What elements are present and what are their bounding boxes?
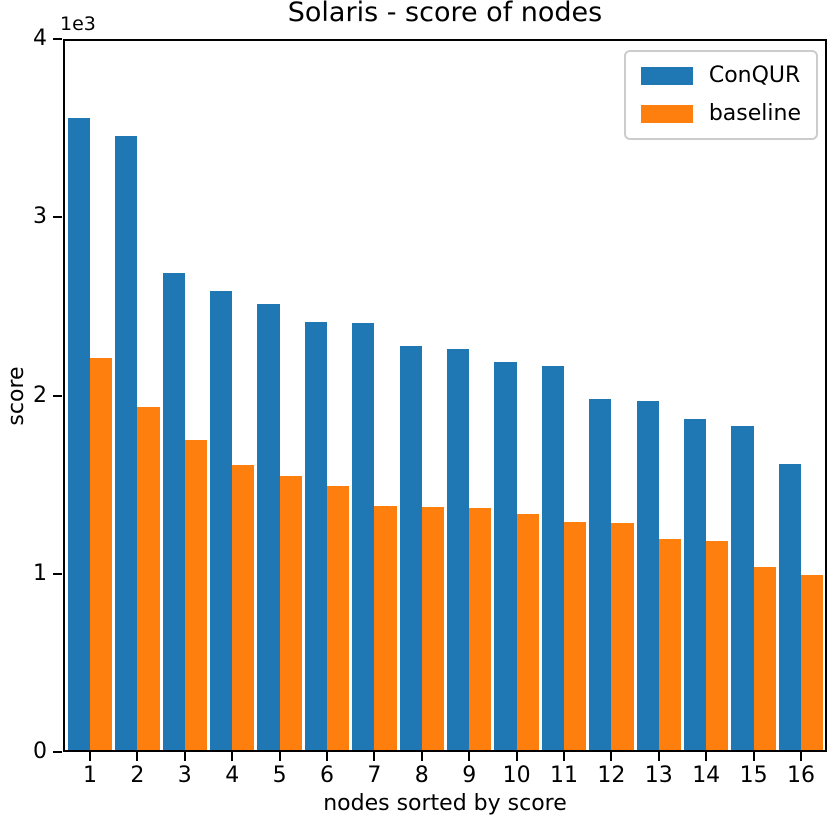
- legend-entry-baseline: baseline: [640, 101, 801, 127]
- bar-conqur-3: [162, 272, 185, 752]
- bar-baseline-14: [706, 540, 729, 752]
- x-tick-label-16: 16: [787, 763, 815, 788]
- bar-baseline-3: [184, 440, 207, 752]
- bar-conqur-1: [67, 118, 90, 752]
- x-tick-label-13: 13: [644, 763, 673, 788]
- x-tick-label-1: 1: [83, 763, 97, 788]
- x-tick-7: [373, 752, 376, 761]
- legend-swatch-conqur: [640, 67, 693, 85]
- bar-conqur-2: [115, 136, 138, 752]
- bar-conqur-4: [210, 291, 233, 752]
- bar-baseline-15: [753, 566, 776, 752]
- x-tick-12: [610, 752, 613, 761]
- x-tick-3: [183, 752, 186, 761]
- x-tick-2: [136, 752, 139, 761]
- y-tick-4: [53, 38, 62, 40]
- y-tick-1: [53, 572, 62, 575]
- x-tick-16: [800, 752, 802, 761]
- x-tick-label-9: 9: [462, 763, 477, 788]
- bar-conqur-5: [257, 303, 280, 752]
- bar-baseline-10: [516, 514, 539, 752]
- bar-conqur-6: [304, 322, 327, 752]
- bar-conqur-14: [684, 418, 707, 752]
- x-tick-label-3: 3: [177, 763, 192, 788]
- y-tick-label-3: 3: [33, 204, 47, 230]
- x-tick-11: [563, 752, 565, 761]
- x-tick-8: [420, 752, 423, 761]
- bar-baseline-2: [137, 407, 160, 752]
- x-tick-label-8: 8: [414, 763, 429, 788]
- legend-swatch-baseline: [640, 105, 693, 123]
- bar-baseline-7: [374, 506, 397, 752]
- x-tick-5: [278, 752, 281, 761]
- x-tick-label-7: 7: [367, 763, 382, 788]
- bar-conqur-16: [778, 464, 801, 752]
- x-tick-label-2: 2: [130, 763, 145, 788]
- bar-baseline-16: [801, 574, 824, 752]
- bar-conqur-12: [589, 399, 612, 752]
- x-tick-9: [468, 752, 471, 761]
- bar-baseline-11: [564, 522, 587, 752]
- legend-entry-conqur: ConQUR: [640, 63, 801, 89]
- y-tick-0: [53, 751, 62, 753]
- bar-conqur-10: [494, 361, 517, 752]
- legend: ConQUR baseline: [623, 50, 818, 140]
- bar-conqur-8: [399, 345, 422, 752]
- x-tick-label-4: 4: [225, 763, 240, 788]
- x-tick-10: [515, 752, 518, 761]
- bar-conqur-11: [541, 366, 564, 752]
- x-tick-label-12: 12: [597, 763, 626, 788]
- x-tick-15: [752, 752, 755, 761]
- bar-baseline-8: [421, 507, 444, 752]
- x-axis-label: nodes sorted by score: [323, 791, 567, 816]
- x-tick-4: [231, 752, 234, 761]
- bar-baseline-1: [90, 358, 113, 752]
- legend-label-baseline: baseline: [708, 101, 801, 126]
- y-tick-2: [53, 394, 62, 397]
- bar-conqur-15: [731, 425, 754, 752]
- x-tick-label-6: 6: [320, 763, 334, 788]
- bar-baseline-9: [469, 508, 492, 752]
- bar-baseline-6: [327, 486, 350, 752]
- x-tick-1: [89, 752, 91, 761]
- bar-baseline-5: [279, 475, 302, 752]
- x-tick-label-5: 5: [272, 763, 287, 788]
- y-axis-offset-text: 1e3: [60, 13, 96, 35]
- x-tick-6: [326, 752, 328, 761]
- x-tick-14: [705, 752, 708, 761]
- y-tick-3: [53, 216, 62, 219]
- y-tick-label-0: 0: [33, 739, 47, 764]
- y-tick-label-4: 4: [33, 26, 47, 51]
- y-tick-label-1: 1: [33, 560, 47, 586]
- x-tick-13: [657, 752, 660, 761]
- x-tick-label-15: 15: [739, 763, 768, 788]
- bar-conqur-9: [447, 349, 470, 752]
- chart-title: Solaris - score of nodes: [287, 0, 603, 28]
- bar-baseline-12: [611, 522, 634, 752]
- bar-baseline-13: [658, 539, 681, 752]
- legend-label-conqur: ConQUR: [708, 63, 801, 88]
- y-tick-label-2: 2: [33, 382, 47, 408]
- bar-conqur-13: [636, 400, 659, 752]
- x-tick-label-11: 11: [550, 763, 578, 788]
- x-tick-label-14: 14: [692, 763, 721, 788]
- bar-conqur-7: [352, 323, 375, 752]
- plot-area: ConQUR baseline 1 2 3 4 5 6 7 8 9 10 11 12 13 14 15 16 0 1…: [33, 26, 827, 788]
- x-tick-label-10: 10: [502, 763, 531, 788]
- bar-baseline-4: [232, 465, 255, 752]
